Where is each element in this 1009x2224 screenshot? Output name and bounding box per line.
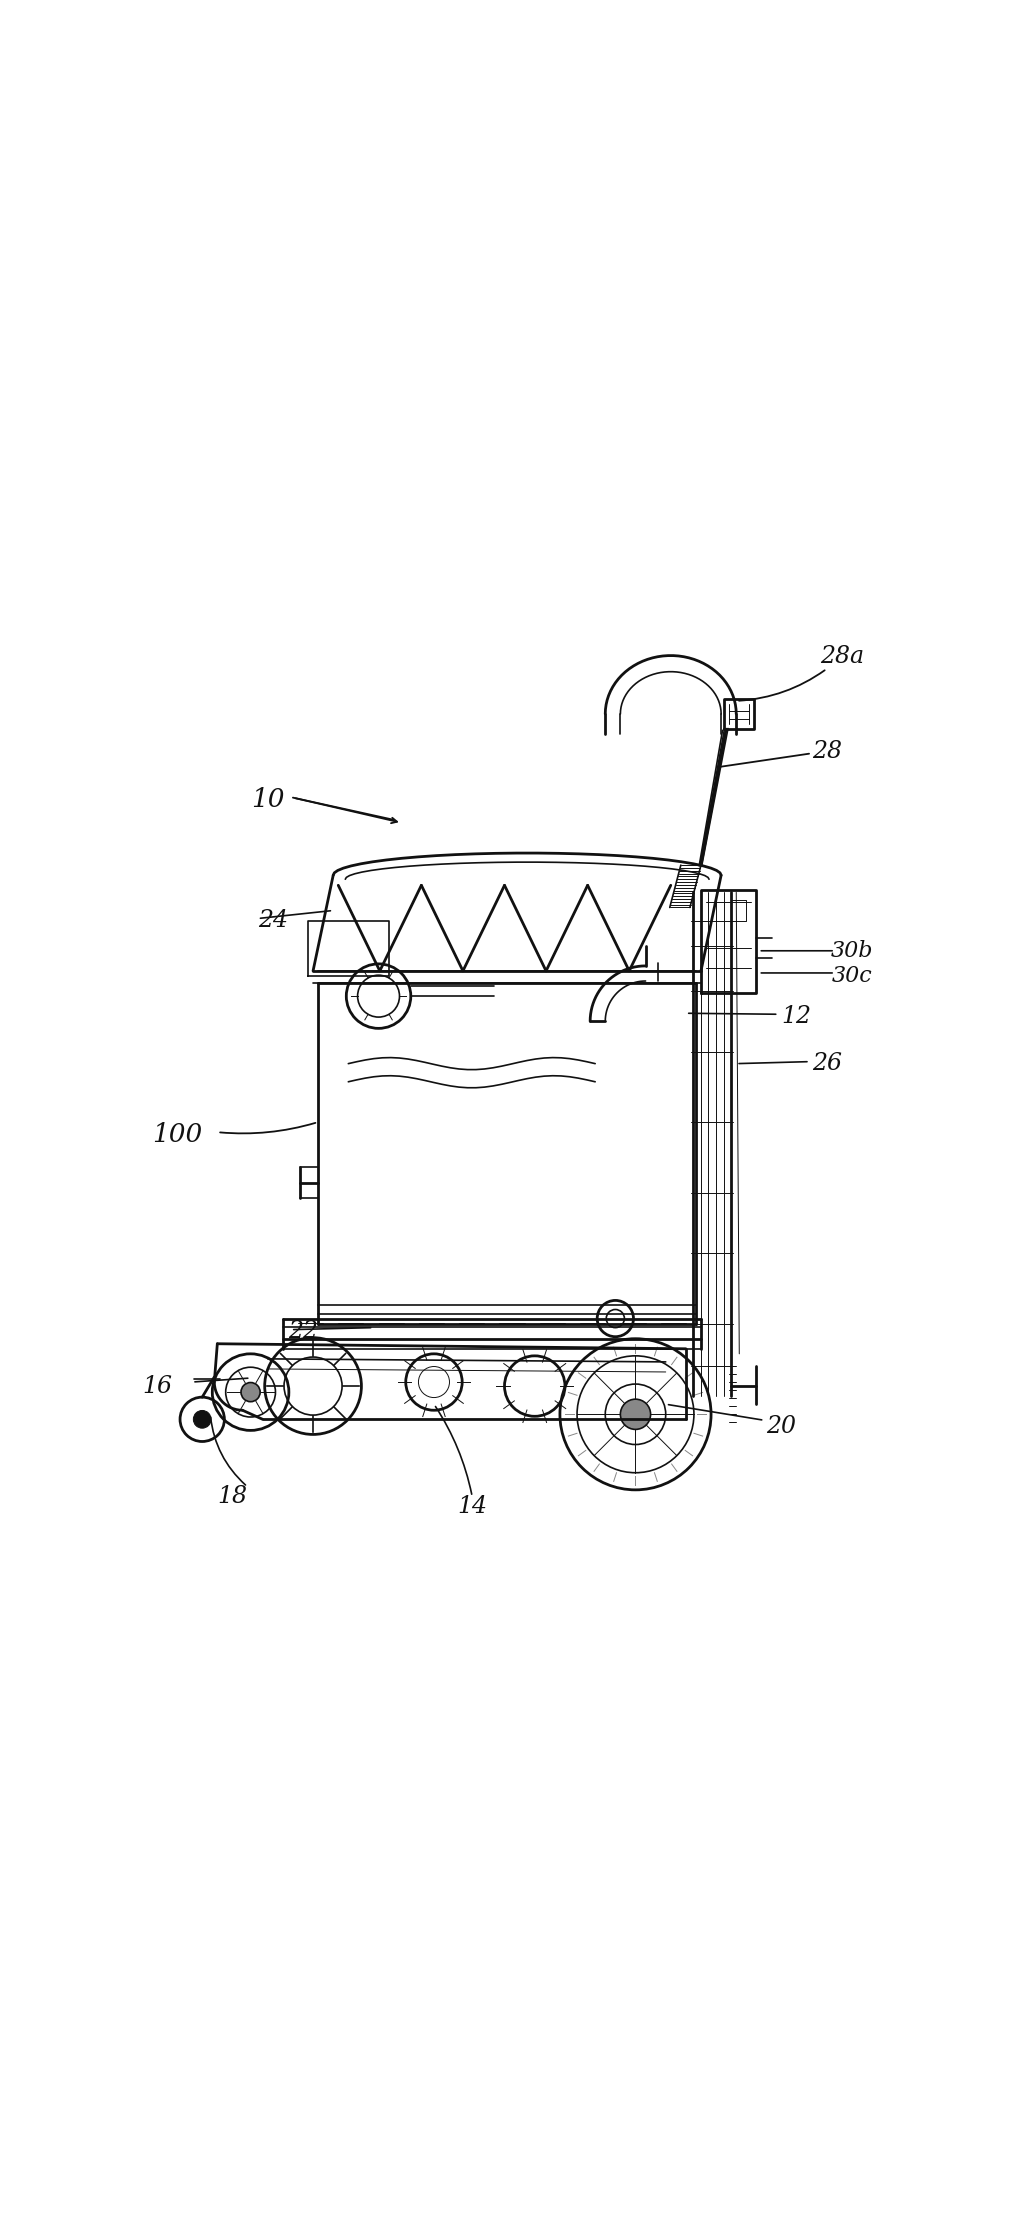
- Text: 100: 100: [152, 1121, 202, 1148]
- Circle shape: [621, 1399, 651, 1430]
- Text: 20: 20: [767, 1414, 796, 1439]
- Text: 26: 26: [812, 1052, 842, 1074]
- Text: 18: 18: [218, 1486, 247, 1508]
- Circle shape: [241, 1383, 260, 1401]
- Text: 28: 28: [812, 741, 842, 763]
- Text: 10: 10: [251, 787, 285, 812]
- Text: 24: 24: [257, 910, 288, 932]
- Text: 14: 14: [457, 1495, 487, 1519]
- Text: 28a: 28a: [820, 645, 864, 667]
- Text: 22: 22: [288, 1321, 318, 1343]
- Text: 12: 12: [782, 1005, 811, 1027]
- Text: 30c: 30c: [831, 965, 873, 987]
- Circle shape: [194, 1410, 211, 1428]
- Text: 30b: 30b: [830, 941, 874, 961]
- Text: 16: 16: [142, 1374, 172, 1397]
